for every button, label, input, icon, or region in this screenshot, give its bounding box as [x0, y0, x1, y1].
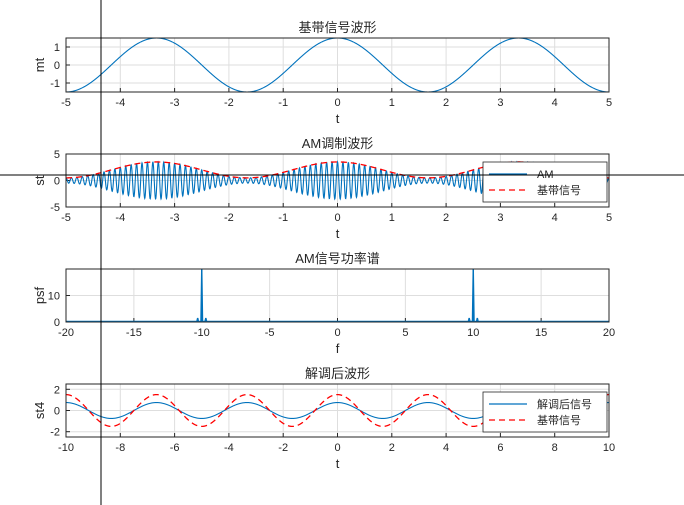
x-tick-label: 0	[334, 442, 340, 454]
y-tick-label: 0	[54, 317, 60, 329]
chart-title: AM调制波形	[302, 136, 374, 151]
series-line-2	[66, 393, 609, 428]
x-axis-label: t	[336, 456, 340, 471]
x-tick-label: 0	[334, 327, 340, 339]
y-tick-label: 10	[48, 291, 60, 303]
x-axis-label: t	[336, 111, 340, 126]
x-tick-label: -6	[170, 442, 180, 454]
axes-box	[65, 153, 610, 208]
y-axis-label: mt	[32, 57, 47, 72]
chart-title: 基带信号波形	[298, 20, 376, 35]
y-tick-label: 1	[54, 42, 60, 54]
x-tick-label: 5	[606, 97, 612, 109]
x-tick-label: 3	[497, 97, 503, 109]
x-tick-label: -3	[170, 212, 180, 224]
x-tick-label: 1	[389, 97, 395, 109]
chart-title: 解调后波形	[305, 366, 370, 381]
chart-panel-3: -20 -15 -10 -5 0 5 10 15 20 0 10 AM信号功率谱 f psf	[32, 251, 615, 356]
x-tick-label: 5	[402, 327, 408, 339]
y-axis-label: psf	[32, 286, 47, 304]
y-tick-label: 0	[54, 176, 60, 188]
x-tick-label: 1	[389, 212, 395, 224]
x-tick-label: 0	[334, 212, 340, 224]
x-tick-label: 8	[552, 442, 558, 454]
y-tick-label: -2	[50, 427, 60, 439]
x-tick-label: 5	[606, 212, 612, 224]
legend-entry-label: 解调后信号	[537, 397, 592, 411]
x-tick-label: 10	[603, 442, 615, 454]
legend-entry-label: 基带信号	[537, 414, 581, 427]
x-tick-label: -4	[115, 212, 125, 224]
y-tick-label: -5	[50, 202, 60, 214]
axes-box	[65, 383, 610, 438]
x-tick-label: 2	[443, 212, 449, 224]
x-tick-label: 2	[389, 442, 395, 454]
legend-box	[482, 161, 608, 203]
x-tick-label: -20	[58, 327, 74, 339]
y-tick-label: 0	[54, 406, 60, 418]
x-axis-label: t	[336, 226, 340, 241]
legend-entry-label: 基带信号	[537, 184, 581, 197]
x-tick-label: 3	[497, 212, 503, 224]
y-tick-label: 5	[54, 149, 60, 161]
x-tick-label: -2	[278, 442, 288, 454]
x-tick-label: -1	[278, 97, 288, 109]
chart-title: AM信号功率谱	[295, 251, 380, 266]
axes-box	[65, 268, 610, 323]
x-tick-label: -3	[170, 97, 180, 109]
x-tick-label: 2	[443, 97, 449, 109]
legend-box	[482, 391, 608, 433]
y-tick-label: -1	[50, 78, 60, 90]
x-tick-label: -15	[126, 327, 142, 339]
x-tick-label: 4	[552, 97, 558, 109]
y-tick-label: 0	[54, 60, 60, 72]
x-tick-label: 10	[467, 327, 479, 339]
x-tick-label: 4	[552, 212, 558, 224]
x-tick-label: 15	[535, 327, 547, 339]
chart-panel-1: -5 -4 -3 -2 -1 0 1 2 3 4 5 -1 0 1 基带信号波形 t mt	[32, 20, 612, 126]
spectrum-series-line	[66, 269, 609, 322]
x-tick-label: 4	[443, 442, 449, 454]
x-tick-label: -2	[224, 212, 234, 224]
axes-box	[65, 37, 610, 93]
x-tick-label: -5	[61, 212, 71, 224]
x-tick-label: -10	[194, 327, 210, 339]
x-axis-label: f	[336, 341, 340, 356]
x-tick-label: -5	[265, 327, 275, 339]
x-tick-label: 20	[603, 327, 615, 339]
x-tick-label: -4	[224, 442, 234, 454]
x-tick-label: -5	[61, 97, 71, 109]
y-axis-label: st	[32, 175, 47, 186]
x-tick-label: 6	[497, 442, 503, 454]
x-tick-label: -4	[115, 97, 125, 109]
x-tick-label: 0	[334, 97, 340, 109]
x-tick-label: -8	[115, 442, 125, 454]
x-tick-label: -1	[278, 212, 288, 224]
y-tick-label: 2	[54, 384, 60, 396]
x-tick-label: -10	[58, 442, 74, 454]
y-axis-label: st4	[32, 402, 47, 419]
x-tick-label: -2	[224, 97, 234, 109]
